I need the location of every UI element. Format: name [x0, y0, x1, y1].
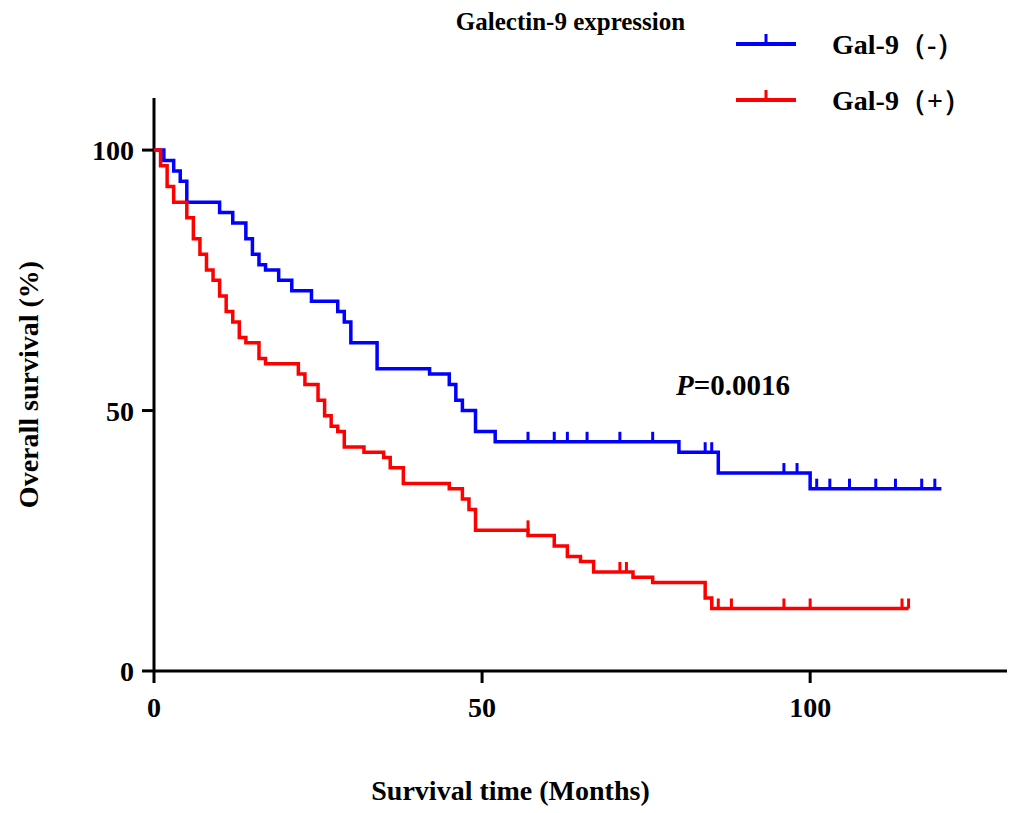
- censor-mark: [907, 598, 910, 608]
- censor-mark: [553, 432, 556, 442]
- y-tick: [142, 149, 154, 152]
- survival-line: [154, 150, 909, 608]
- survival-line: [154, 150, 941, 489]
- censor-mark: [894, 479, 897, 489]
- y-axis-label: Overall survival (%): [13, 261, 44, 508]
- censor-mark: [782, 463, 785, 473]
- censor-mark: [618, 432, 621, 442]
- censor-mark: [828, 479, 831, 489]
- y-tick: [142, 670, 154, 673]
- y-tick: [142, 409, 154, 412]
- censor-mark: [730, 598, 733, 608]
- censor-mark: [717, 598, 720, 608]
- legend-censor: [765, 34, 768, 44]
- p-letter: P: [675, 369, 694, 401]
- censor-mark: [527, 520, 530, 530]
- p-value: P=0.0016: [675, 369, 790, 401]
- y-tick-label: 50: [106, 396, 134, 427]
- legend-label: Gal-9（+）: [832, 85, 971, 116]
- y-tick-label: 0: [120, 656, 134, 687]
- censor-mark: [782, 598, 785, 608]
- x-tick-label: 100: [789, 692, 831, 723]
- censor-mark: [586, 432, 589, 442]
- plot-area: [154, 150, 941, 608]
- x-axis-label: Survival time (Months): [371, 775, 649, 806]
- censor-mark: [809, 598, 812, 608]
- censor-mark: [625, 562, 628, 572]
- chart: Galectin-9 expression 0 50 100 0 50 100 Surviva…: [0, 0, 1020, 813]
- x-tick: [809, 671, 812, 683]
- censor-mark: [566, 432, 569, 442]
- censor-mark: [920, 479, 923, 489]
- censor-mark: [933, 479, 936, 489]
- x-tick-label: 0: [147, 692, 161, 723]
- censor-mark: [527, 432, 530, 442]
- title: Galectin-9 expression: [456, 8, 685, 35]
- y-tick-label: 100: [92, 135, 134, 166]
- x-axis: [154, 670, 1007, 673]
- x-tick: [481, 671, 484, 683]
- censor-mark: [618, 562, 621, 572]
- x-tick-label: 50: [468, 692, 496, 723]
- censor-mark: [710, 442, 713, 452]
- y-axis: [153, 98, 156, 671]
- legend-label: Gal-9（-）: [832, 29, 964, 60]
- censor-mark: [796, 463, 799, 473]
- censor-mark: [848, 479, 851, 489]
- censor-mark: [901, 598, 904, 608]
- censor-mark: [704, 442, 707, 452]
- censor-mark: [815, 479, 818, 489]
- censor-mark: [651, 432, 654, 442]
- censor-mark: [874, 479, 877, 489]
- p-rest: =0.0016: [694, 369, 790, 401]
- legend-censor: [765, 90, 768, 100]
- x-tick: [153, 671, 156, 683]
